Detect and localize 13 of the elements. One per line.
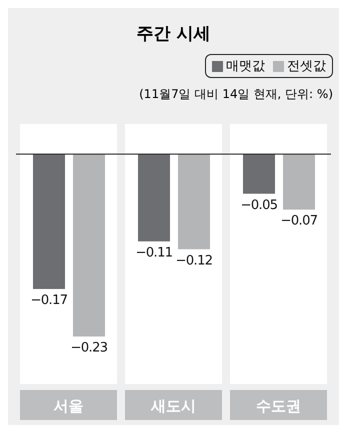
x-tick-label: 새도시 xyxy=(150,397,196,415)
chart-title: 주간 시세 xyxy=(136,23,212,46)
data-label: −0.23 xyxy=(70,340,108,356)
legend-label: 전셋값 xyxy=(286,58,326,75)
text: (11월7일 대비 14일 현재, 단위: %) xyxy=(138,86,334,103)
x-tick-label: 서울 xyxy=(54,397,84,415)
data-label: −0.12 xyxy=(176,253,212,268)
data-label: −0.11 xyxy=(136,245,173,260)
data-label: −0.07 xyxy=(280,214,318,229)
legend-label: 매맷값 xyxy=(225,58,265,75)
data-label: −0.05 xyxy=(240,198,278,213)
data-label: −0.17 xyxy=(30,292,68,308)
x-tick-label: 수도권 xyxy=(256,397,301,415)
